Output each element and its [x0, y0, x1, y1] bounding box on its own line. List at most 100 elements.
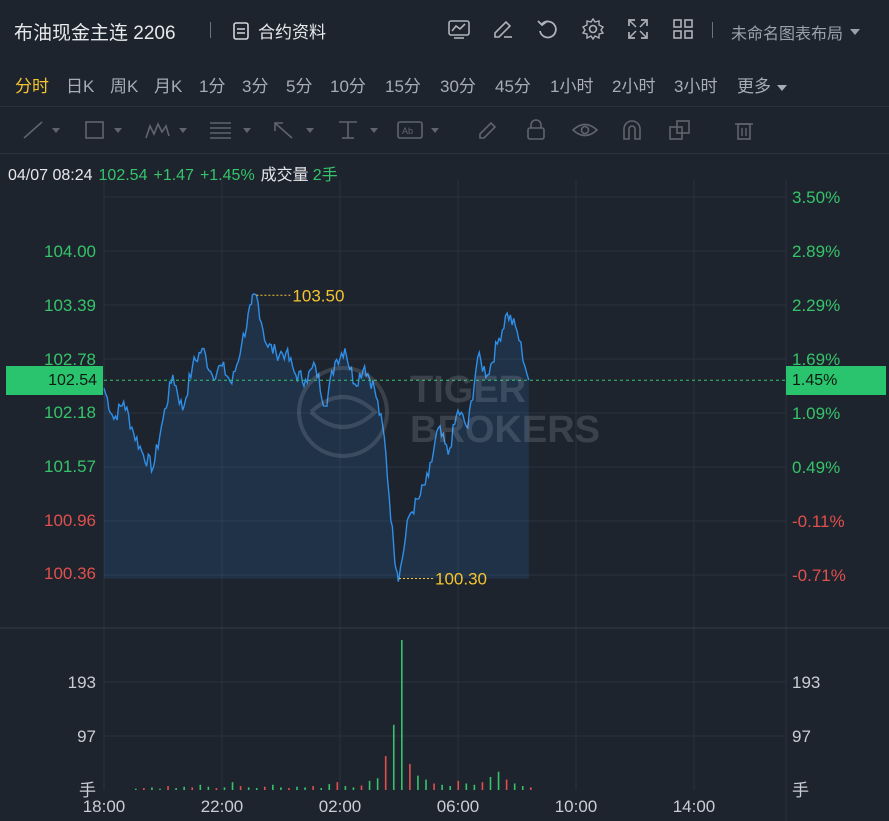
- volume-bar: [433, 783, 435, 790]
- time-tick-label: 06:00: [437, 797, 480, 816]
- layout-selector[interactable]: 未命名图表布局: [731, 20, 861, 44]
- volume-bar: [239, 786, 242, 790]
- tab-timeframe-intraday[interactable]: 分时: [15, 77, 49, 96]
- volume-bar: [175, 788, 177, 790]
- price-tick-label: 102.78: [44, 350, 96, 369]
- divider: [712, 22, 713, 38]
- price-tick-label: 104.00: [44, 242, 96, 261]
- volume-bar: [296, 786, 298, 790]
- volume-bar: [497, 771, 500, 790]
- trash-icon[interactable]: [734, 119, 754, 141]
- volume-bar: [505, 779, 508, 790]
- volume-bar: [191, 787, 194, 790]
- arrow-tool-icon[interactable]: [272, 119, 316, 141]
- layout-icon[interactable]: [670, 16, 696, 42]
- volume-bar: [465, 783, 468, 790]
- price-tick-label: 102.18: [44, 403, 96, 422]
- magnet-icon[interactable]: [621, 119, 643, 141]
- tab-timeframe-more[interactable]: 更多: [737, 72, 788, 97]
- volume-bar: [384, 756, 387, 790]
- tab-timeframe-5m[interactable]: 5分: [286, 77, 313, 96]
- volume-bar: [167, 786, 169, 790]
- volume-bar: [457, 780, 460, 790]
- volume-bar: [159, 788, 161, 790]
- volume-bar: [312, 786, 314, 790]
- volume-tick-label-right: 193: [792, 673, 820, 692]
- tab-timeframe-30m[interactable]: 30分: [440, 77, 476, 96]
- volume-bar: [513, 783, 516, 790]
- more-label: 更多: [737, 77, 771, 96]
- tab-timeframe-3m[interactable]: 3分: [242, 77, 269, 96]
- pct-tick-label: 3.50%: [792, 188, 840, 207]
- tab-timeframe-1h[interactable]: 1小时: [550, 77, 594, 96]
- volume-tick-label-right: 97: [792, 727, 811, 746]
- volume-label: 成交量: [260, 167, 309, 184]
- top-bar: 布油现金主连 2206 合约资料 未命名图表布局: [0, 0, 889, 60]
- indicator-icon[interactable]: [446, 16, 472, 42]
- quote-change-pct: +1.45%: [199, 167, 255, 184]
- volume-bar: [255, 788, 258, 790]
- drawing-toolbar: Ab: [0, 106, 889, 154]
- volume-bar: [376, 778, 379, 790]
- volume-bar: [473, 784, 476, 790]
- volume-bar: [263, 786, 266, 790]
- eye-icon[interactable]: [572, 119, 598, 141]
- price-area-fill: [104, 293, 529, 582]
- refresh-icon[interactable]: [535, 16, 561, 42]
- text-tool-icon[interactable]: Ab: [397, 119, 443, 141]
- volume-bar: [360, 785, 363, 790]
- quote-info-line: 04/07 08:24 102.54 +1.47 +1.45% 成交量 2手: [8, 161, 344, 185]
- volume-bar: [352, 787, 355, 790]
- volume-bar: [151, 787, 153, 790]
- tab-timeframe-daily[interactable]: 日K: [66, 77, 95, 96]
- volume-bar: [183, 786, 185, 790]
- volume-bar: [288, 788, 290, 790]
- tab-timeframe-10m[interactable]: 10分: [330, 77, 366, 96]
- time-tick-label: 10:00: [555, 797, 598, 816]
- tab-timeframe-1m[interactable]: 1分: [199, 77, 226, 96]
- time-tick-label: 14:00: [673, 797, 716, 816]
- measure-tool-icon[interactable]: [336, 119, 380, 141]
- fibonacci-tool-icon[interactable]: [209, 119, 253, 141]
- volume-bar: [441, 784, 443, 790]
- price-chart[interactable]: 103.50 100.30 104.00 103.39 102.78 102.18 101…: [0, 180, 889, 821]
- time-tick-label: 22:00: [201, 797, 244, 816]
- tab-timeframe-monthly[interactable]: 月K: [154, 77, 183, 96]
- draw-icon[interactable]: [490, 16, 516, 42]
- pct-tick-label: 1.09%: [792, 404, 840, 423]
- volume-tick-label-left: 97: [77, 727, 96, 746]
- tab-timeframe-45m[interactable]: 45分: [495, 77, 531, 96]
- rectangle-tool-icon[interactable]: [84, 119, 124, 141]
- high-low-markers: 103.50 100.30: [256, 286, 487, 589]
- pattern-tool-icon[interactable]: [145, 119, 189, 141]
- quote-datetime: 04/07 08:24: [8, 167, 93, 184]
- quote-price: 102.54: [98, 167, 148, 184]
- volume-bar: [143, 788, 145, 790]
- pen-icon[interactable]: [477, 119, 499, 141]
- high-label: 103.50: [292, 286, 344, 305]
- pct-tick-label: -0.11%: [792, 512, 845, 531]
- line-tool-icon[interactable]: [22, 119, 62, 141]
- tab-timeframe-weekly[interactable]: 周K: [110, 77, 139, 96]
- tab-timeframe-3h[interactable]: 3小时: [674, 77, 718, 96]
- instrument-title: 布油现金主连 2206: [14, 23, 176, 44]
- pct-axis-right: 3.50% 2.89% 2.29% 1.69% 1.09% 0.49% -0.11% -0.7…: [792, 188, 846, 585]
- pct-tick-label: 2.29%: [792, 296, 840, 315]
- pct-tick-label: 2.89%: [792, 242, 840, 261]
- time-tick-label: 02:00: [319, 797, 362, 816]
- fullscreen-icon[interactable]: [625, 16, 651, 42]
- volume-bar: [304, 787, 306, 790]
- settings-icon[interactable]: [580, 16, 606, 42]
- volume-bar: [530, 787, 532, 790]
- lock-icon[interactable]: [526, 119, 546, 141]
- layers-icon[interactable]: [668, 119, 692, 141]
- pct-tick-label: 0.49%: [792, 458, 840, 477]
- contract-info-button[interactable]: 合约资料: [232, 18, 326, 43]
- price-tick-label: 101.57: [44, 457, 96, 476]
- tab-timeframe-15m[interactable]: 15分: [385, 77, 421, 96]
- tab-timeframe-2h[interactable]: 2小时: [612, 77, 656, 96]
- quote-change: +1.47: [153, 167, 194, 184]
- pct-tick-label: 1.69%: [792, 350, 840, 369]
- svg-text:Ab: Ab: [402, 126, 413, 136]
- price-line: [103, 293, 530, 582]
